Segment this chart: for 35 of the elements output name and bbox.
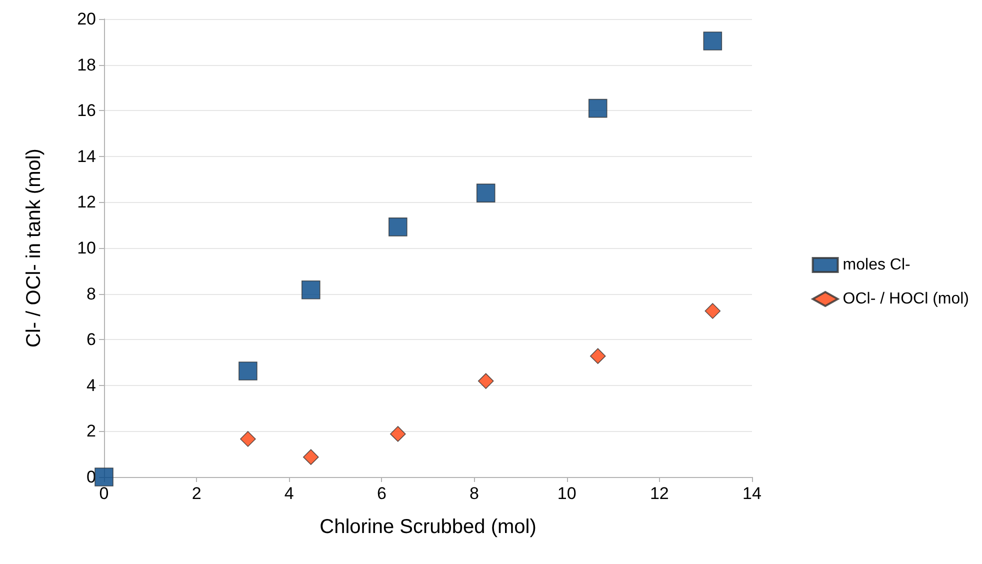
point — [476, 184, 496, 202]
y-tick-label: 6 — [86, 330, 96, 350]
point — [703, 32, 722, 50]
y-tick-label: 18 — [77, 55, 96, 74]
point — [390, 426, 406, 442]
y-tick-label: 16 — [77, 101, 96, 120]
y-tick-label: 14 — [77, 146, 96, 166]
y-tick-label: 12 — [77, 192, 96, 212]
y-tick-label: 2 — [86, 422, 96, 441]
x-axis-title: Chlorine Scrubbed (mol) — [320, 516, 536, 538]
legend-label: OCl- / HOCl (mol) — [842, 290, 970, 308]
point — [94, 468, 114, 486]
point — [590, 348, 606, 364]
x-tick-label: 0 — [99, 484, 109, 503]
point — [238, 362, 258, 380]
legend-label: moles Cl- — [842, 256, 910, 274]
x-tick-label: 14 — [742, 484, 762, 503]
y-tick-label: 20 — [77, 10, 96, 28]
point — [478, 373, 494, 389]
x-tick-label: 12 — [650, 484, 669, 503]
x-tick-label: 2 — [192, 484, 202, 503]
point — [588, 98, 608, 118]
point — [704, 303, 721, 319]
point — [240, 431, 256, 447]
point — [388, 218, 408, 236]
point — [302, 449, 319, 465]
y-axis-title: Cl- / OCl- in tank (mol) — [23, 148, 45, 348]
x-tick-label: 10 — [557, 484, 576, 503]
y-tick-label: 10 — [77, 238, 96, 258]
x-tick-label: 6 — [376, 484, 386, 503]
y-tick-label: 4 — [86, 376, 96, 395]
x-tick-label: 8 — [470, 484, 480, 503]
y-tick-label: 8 — [86, 284, 96, 304]
x-tick-label: 4 — [284, 484, 294, 503]
point — [301, 280, 320, 300]
